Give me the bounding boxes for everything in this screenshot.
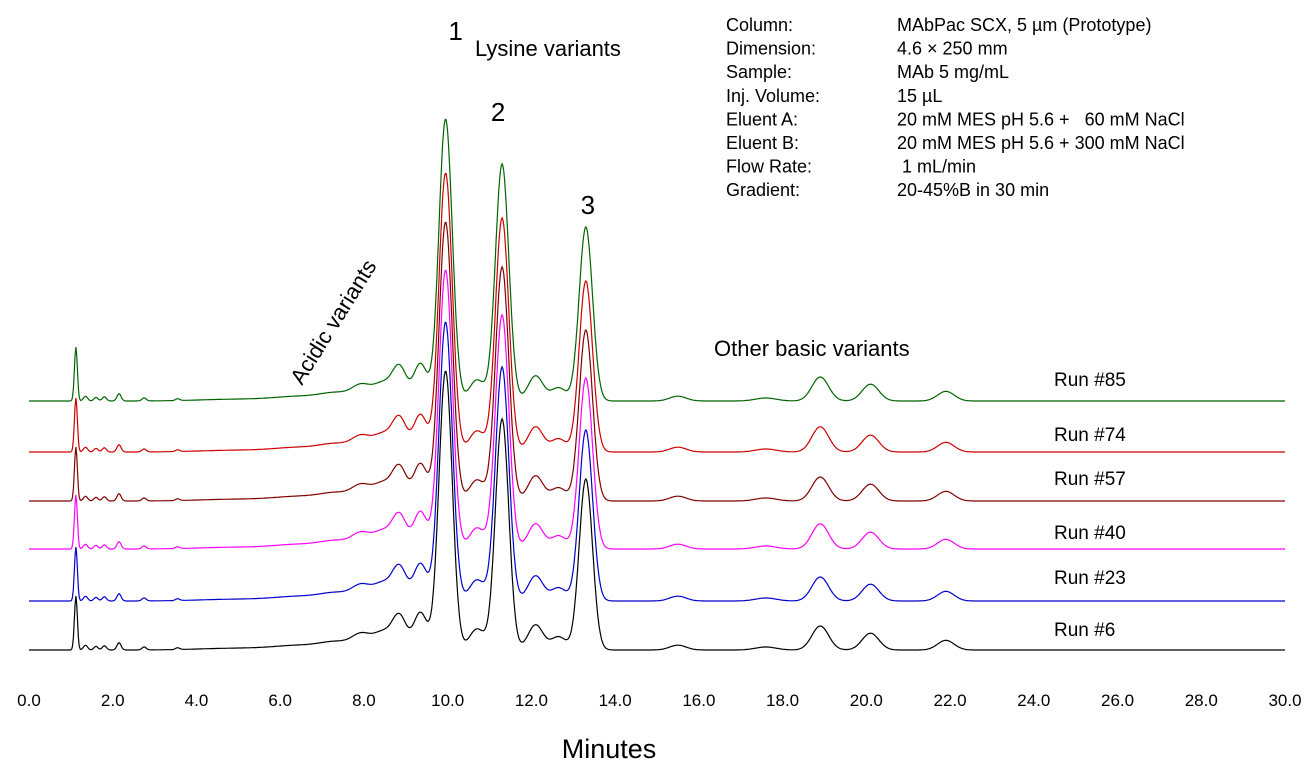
trace-57: [29, 221, 1285, 502]
chromatogram-traces: [29, 118, 1285, 651]
peak-label-3: 3: [581, 190, 595, 220]
condition-label: Sample:: [726, 62, 792, 82]
x-tick-label: 18.0: [766, 691, 799, 710]
x-tick-label: 6.0: [268, 691, 292, 710]
x-tick-label: 16.0: [682, 691, 715, 710]
x-tick-label: 26.0: [1101, 691, 1134, 710]
condition-label: Column:: [726, 15, 793, 35]
x-tick-label: 28.0: [1185, 691, 1218, 710]
x-tick-label: 30.0: [1268, 691, 1301, 710]
x-tick-label: 22.0: [934, 691, 967, 710]
condition-value: 1 mL/min: [897, 157, 976, 177]
condition-value: 20 mM MES pH 5.6 + 300 mM NaCl: [897, 133, 1185, 153]
run-label: Run #6: [1054, 620, 1115, 641]
other-basic-variants-annotation: Other basic variants: [714, 336, 910, 361]
condition-label: Dimension:: [726, 39, 816, 59]
condition-label: Gradient:: [726, 180, 800, 200]
trace-23: [29, 321, 1285, 602]
run-label: Run #74: [1054, 425, 1126, 446]
condition-label: Flow Rate:: [726, 157, 812, 177]
x-tick-label: 12.0: [515, 691, 548, 710]
condition-value: MAb 5 mg/mL: [897, 62, 1009, 82]
x-tick-label: 4.0: [185, 691, 209, 710]
condition-value: 15 µL: [897, 86, 942, 106]
condition-value: 4.6 × 250 mm: [897, 39, 1008, 59]
conditions-table: Column: MAbPac SCX, 5 µm (Prototype) Dimen…: [726, 15, 1185, 200]
acidic-variants-annotation: Acidic variants: [285, 255, 381, 389]
trace-40: [29, 269, 1285, 550]
x-axis-title: Minutes: [562, 734, 657, 764]
peak-labels: 1 2 3: [448, 16, 595, 220]
x-tick-label: 8.0: [352, 691, 376, 710]
trace-85: [29, 118, 1285, 402]
x-tick-label: 14.0: [599, 691, 632, 710]
peak-label-2: 2: [491, 97, 505, 127]
condition-value: 20 mM MES pH 5.6 + 60 mM NaCl: [897, 109, 1185, 129]
x-tick-label: 10.0: [431, 691, 464, 710]
run-label: Run #23: [1054, 568, 1126, 589]
x-tick-label: 24.0: [1017, 691, 1050, 710]
x-tick-label: 2.0: [101, 691, 125, 710]
condition-label: Eluent B:: [726, 133, 799, 153]
lysine-variants-annotation: Lysine variants: [475, 36, 621, 61]
condition-label: Eluent A:: [726, 109, 798, 129]
x-tick-label: 0.0: [17, 691, 41, 710]
peak-label-1: 1: [448, 16, 462, 46]
trace-6: [29, 370, 1285, 651]
condition-value: 20-45%B in 30 min: [897, 180, 1049, 200]
run-labels: Run #85 Run #74 Run #57 Run #40 Run #23 Run #…: [1054, 370, 1126, 641]
run-label: Run #57: [1054, 469, 1126, 490]
condition-label: Inj. Volume:: [726, 86, 820, 106]
run-label: Run #40: [1054, 523, 1126, 544]
run-label: Run #85: [1054, 370, 1126, 391]
trace-74: [29, 172, 1285, 453]
x-tick-label: 20.0: [850, 691, 883, 710]
condition-value: MAbPac SCX, 5 µm (Prototype): [897, 15, 1151, 35]
x-axis: 0.0 2.0 4.0 6.0 8.0 10.0 12.0 14.0 16.0 18.0 20.0 2…: [17, 691, 1301, 710]
